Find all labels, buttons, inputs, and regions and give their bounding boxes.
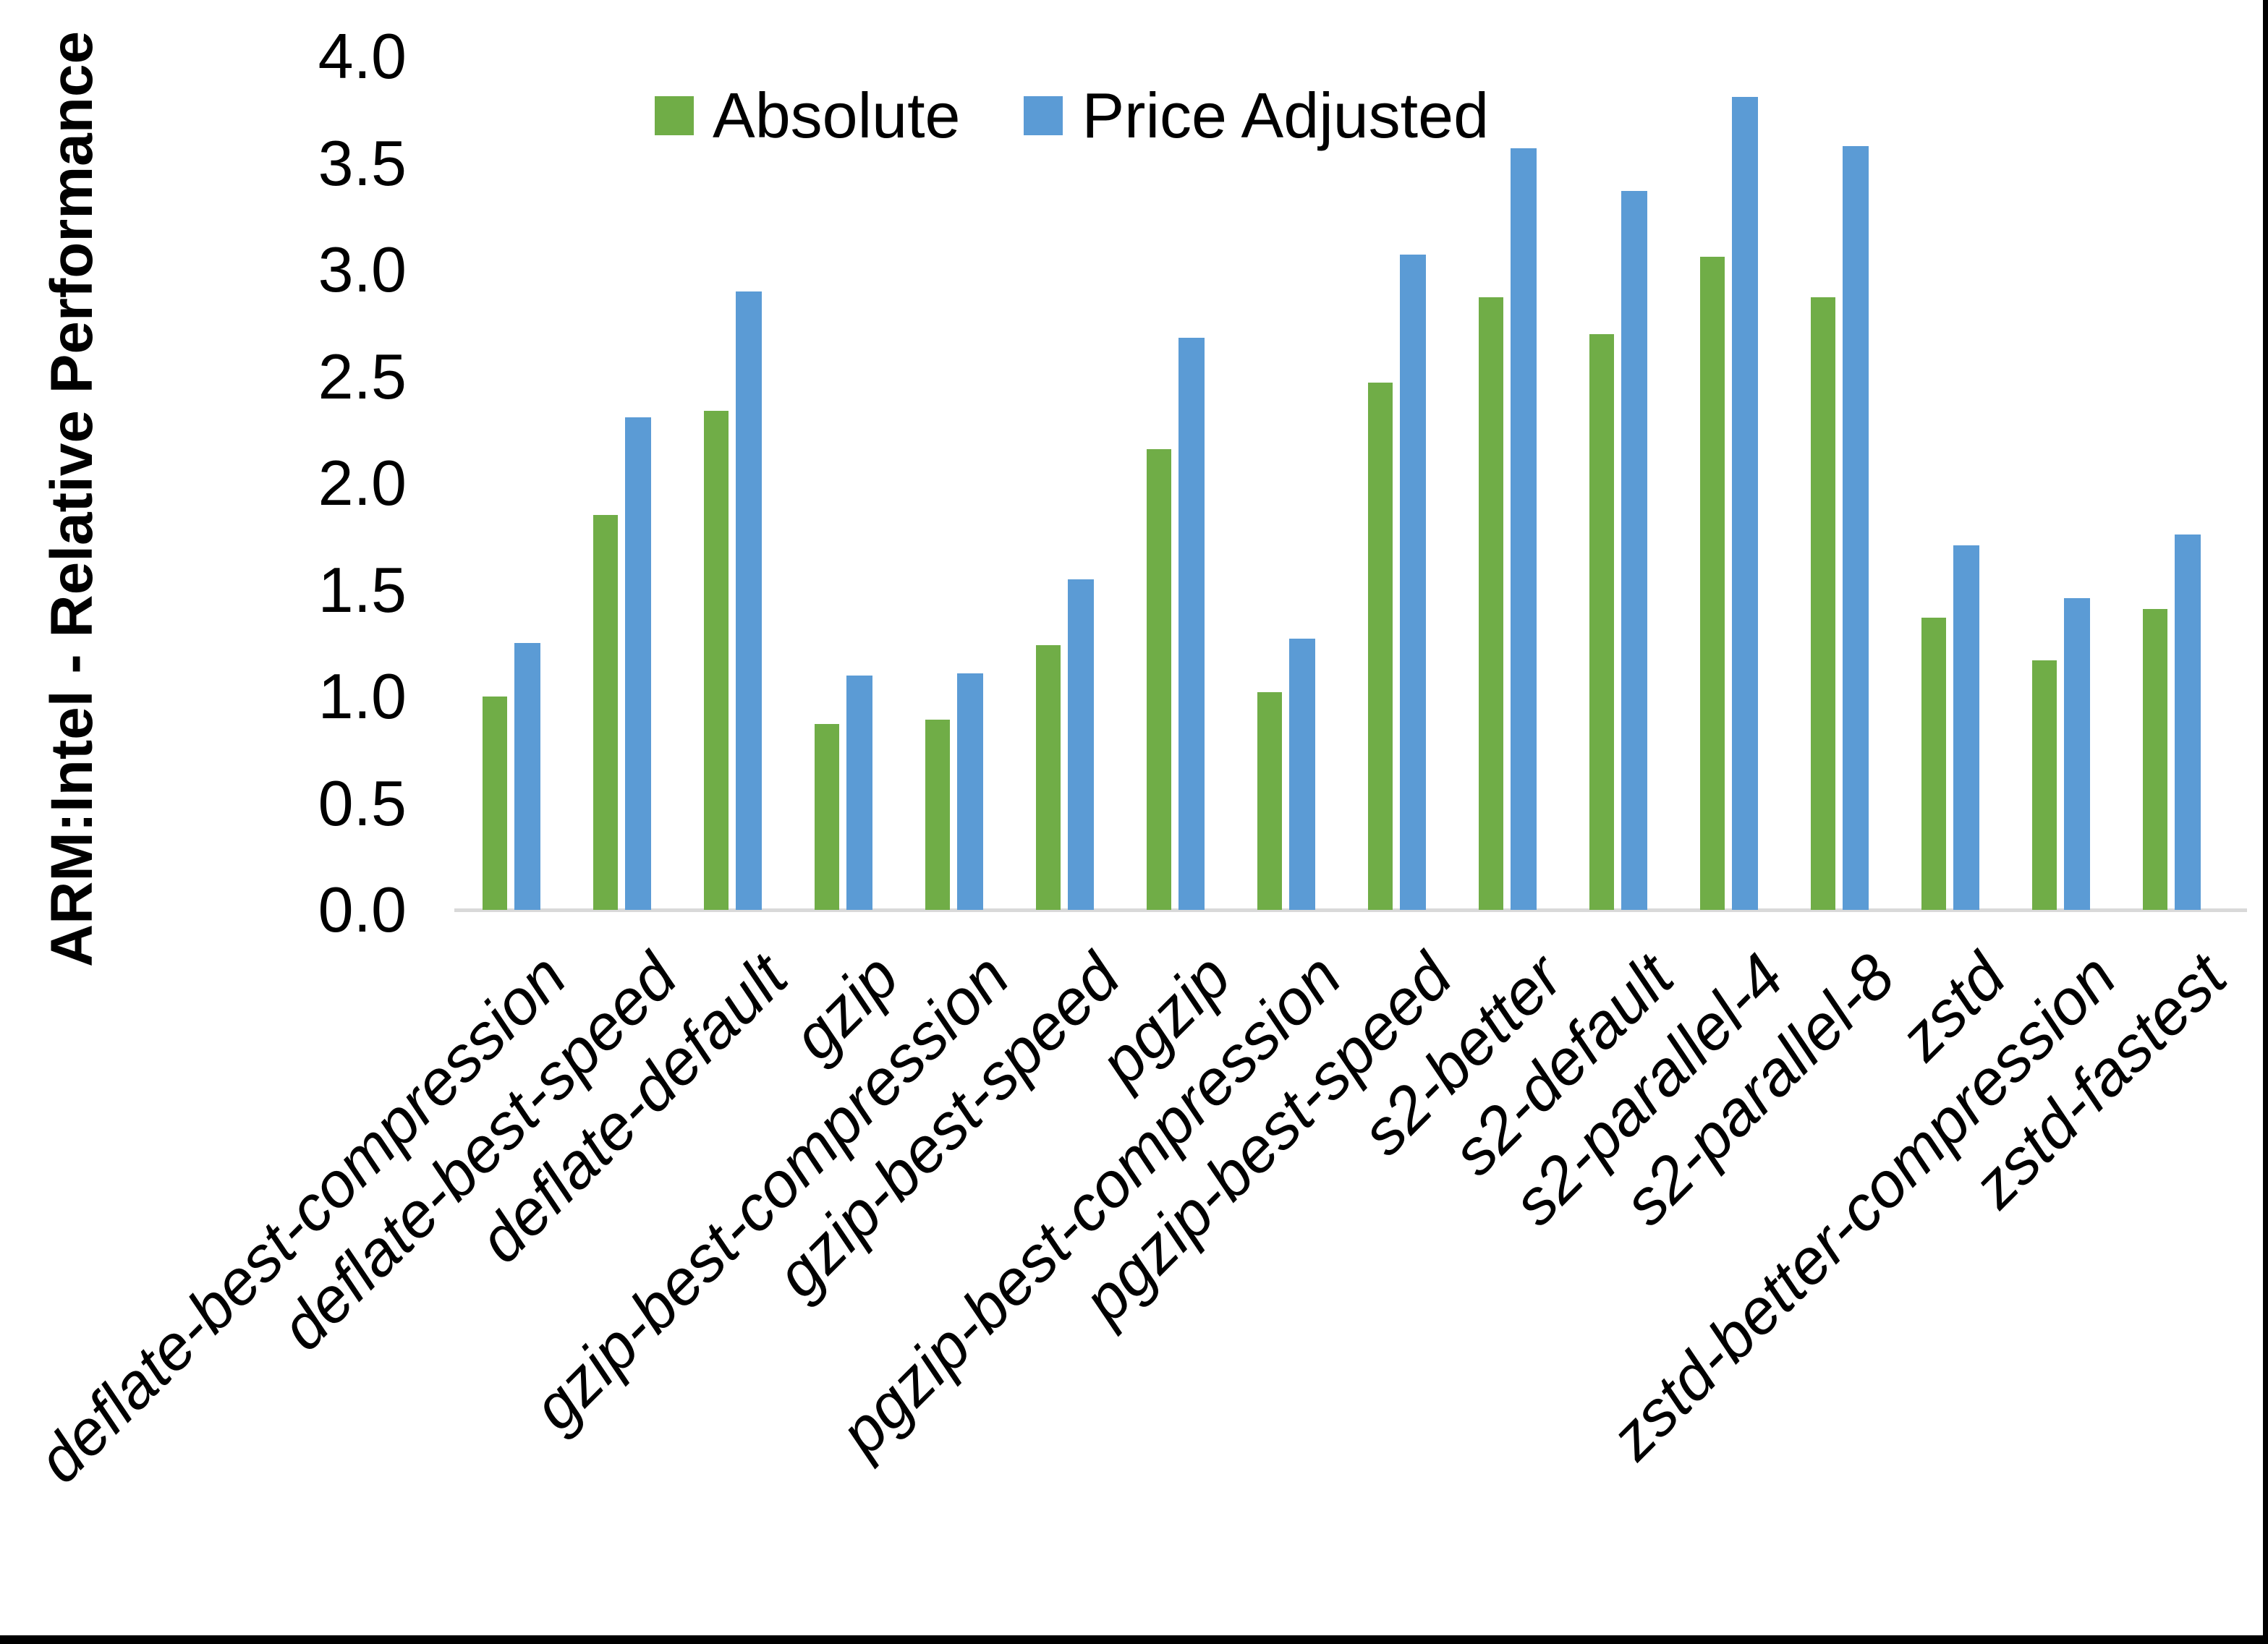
bar-price-adjusted-pgzip-best-compression [1288, 639, 1315, 910]
bar-price-adjusted-gzip [846, 675, 872, 910]
bar-absolute-gzip-best-compression [925, 720, 950, 910]
y-tick-label-1.0: 1.0 [318, 660, 407, 732]
y-axis-ticks: 4.0 3.5 3.0 2.5 2.0 1.5 1.0 0.5 0.0 [0, 0, 407, 1013]
y-tick-label-2.0: 2.0 [318, 447, 407, 519]
legend-swatch-price-adjusted-icon [1024, 96, 1063, 135]
legend-label-absolute: Absolute [713, 80, 961, 151]
bar-absolute-zstd-fastest [2143, 609, 2167, 910]
border-right-edge [2263, 0, 2268, 1644]
bar-price-adjusted-gzip-best-compression [956, 673, 983, 910]
bar-price-adjusted-zstd-better-compression [2063, 598, 2090, 910]
bar-absolute-s2-parallel-4 [1700, 257, 1725, 910]
bar-absolute-zstd [1921, 617, 1946, 910]
legend-item-absolute: Absolute [655, 79, 960, 153]
bar-price-adjusted-s2-better [1510, 148, 1537, 910]
y-tick-label-4.0: 4.0 [318, 20, 407, 92]
y-tick-label-2.5: 2.5 [318, 340, 407, 412]
bar-absolute-deflate-default [704, 410, 729, 910]
bar-absolute-s2-parallel-8 [1811, 297, 1835, 910]
bar-price-adjusted-zstd-fastest [2174, 534, 2201, 910]
bar-absolute-s2-default [1589, 333, 1614, 910]
bar-absolute-s2-better [1479, 297, 1503, 910]
bar-price-adjusted-deflate-default [735, 291, 762, 910]
bar-absolute-pgzip [1147, 448, 1171, 910]
x-axis-line [454, 908, 2247, 912]
bar-absolute-gzip [815, 724, 839, 910]
y-tick-label-0.5: 0.5 [318, 767, 407, 839]
bar-price-adjusted-deflate-best-speed [624, 417, 651, 910]
bar-absolute-gzip-best-speed [1036, 645, 1061, 910]
bar-price-adjusted-pgzip [1178, 338, 1205, 910]
legend-label-price-adjusted: Price Adjusted [1082, 80, 1490, 151]
bar-absolute-deflate-best-compression [483, 697, 507, 910]
border-bottom-edge [0, 1635, 2268, 1644]
bar-absolute-pgzip-best-compression [1257, 692, 1282, 910]
bar-price-adjusted-deflate-best-compression [514, 643, 540, 910]
legend: Absolute Price Adjusted [655, 80, 1489, 151]
y-tick-label-1.5: 1.5 [318, 553, 407, 626]
bar-price-adjusted-s2-default [1621, 190, 1647, 910]
bar-price-adjusted-gzip-best-speed [1067, 579, 1094, 910]
bar-absolute-zstd-better-compression [2032, 660, 2057, 910]
bar-price-adjusted-s2-parallel-4 [1731, 97, 1758, 910]
legend-swatch-absolute-icon [655, 96, 694, 135]
y-tick-label-3.5: 3.5 [318, 127, 407, 199]
y-tick-label-0.0: 0.0 [318, 874, 407, 945]
bar-price-adjusted-zstd [1953, 545, 1979, 910]
bar-absolute-deflate-best-speed [593, 515, 618, 910]
y-tick-label-3.0: 3.0 [318, 234, 407, 305]
bar-price-adjusted-pgzip-best-speed [1399, 255, 1426, 910]
legend-item-price-adjusted: Price Adjusted [1024, 79, 1489, 153]
bar-absolute-pgzip-best-speed [1368, 383, 1393, 910]
bar-price-adjusted-s2-parallel-8 [1842, 145, 1869, 910]
